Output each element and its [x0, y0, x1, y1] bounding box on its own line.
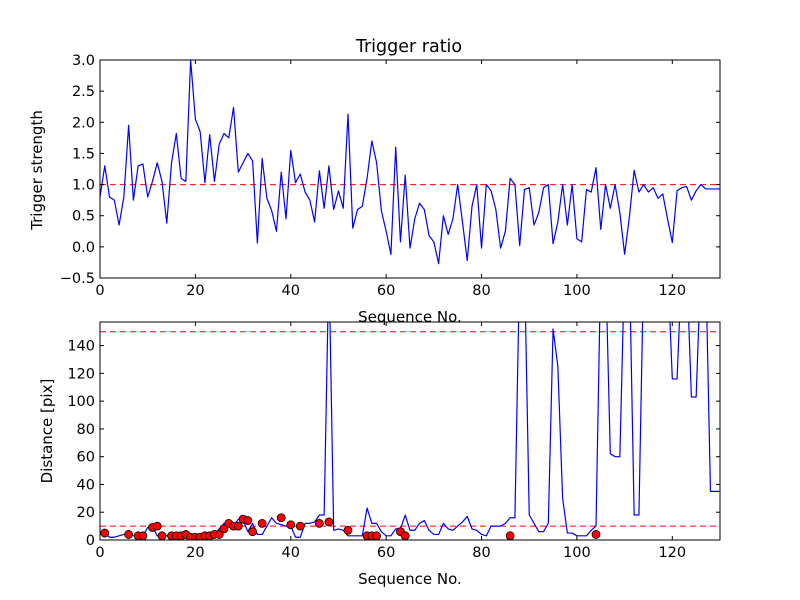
tick-marks: 0 20 40 60 80 100 120 −0.5 0.0 0.5 1.0 1.5 2.0 2.5 3.0	[60, 53, 720, 299]
y-tick-label: 1.5	[72, 146, 95, 162]
data-point-marker	[214, 530, 224, 539]
data-point-marker	[100, 528, 110, 538]
data-point-marker	[400, 531, 410, 540]
x-tick-label: 80	[472, 283, 490, 299]
y-tick-label: 0.0	[72, 240, 95, 256]
y-tick-label: −0.5	[60, 271, 95, 287]
y-tick-label: 100	[67, 394, 95, 410]
y-tick-label: 60	[77, 450, 95, 466]
data-point-marker	[157, 531, 167, 540]
tick-marks: 0 20 40 60 80 100 120 0 20 40 60 80 100 120 140	[67, 322, 720, 561]
data-point-marker	[248, 527, 258, 537]
data-point-marker	[314, 518, 324, 528]
data-point-marker	[505, 531, 515, 540]
data-point-marker	[233, 521, 243, 531]
distance-panel: Distance [pix] Sequence No. 0 20 40 60 80 100…	[38, 321, 721, 588]
chart-title: Trigger ratio	[355, 37, 462, 57]
plot-frame	[99, 321, 721, 541]
y-tick-label: 0	[86, 533, 95, 549]
x-axis-label: Sequence No.	[358, 308, 462, 326]
y-tick-label: 120	[67, 366, 95, 382]
y-tick-label: 20	[77, 505, 95, 521]
x-tick-label: 120	[658, 545, 686, 561]
y-axis-label: Trigger strength	[28, 110, 46, 231]
data-point-marker	[219, 524, 229, 534]
data-point-marker	[324, 517, 334, 527]
y-tick-label: 140	[67, 339, 95, 355]
x-tick-label: 40	[282, 283, 300, 299]
x-tick-label: 0	[95, 283, 104, 299]
data-point-marker	[138, 531, 148, 540]
y-axis-label: Distance [pix]	[38, 379, 56, 484]
x-tick-label: 0	[95, 545, 104, 561]
data-point-marker	[286, 520, 296, 530]
x-tick-label: 120	[658, 283, 686, 299]
data-point-marker	[343, 525, 353, 535]
y-tick-label: 3.0	[72, 53, 95, 69]
data-point-marker	[152, 521, 162, 531]
plot-marks	[100, 60, 720, 265]
x-tick-label: 60	[377, 283, 395, 299]
y-tick-label: 1.0	[72, 178, 95, 194]
x-tick-label: 40	[282, 545, 300, 561]
data-point-marker	[257, 518, 267, 528]
x-tick-label: 100	[563, 283, 591, 299]
y-tick-label: 2.0	[72, 115, 95, 131]
x-tick-label: 80	[472, 545, 490, 561]
data-point-marker	[276, 513, 286, 523]
plot-area	[100, 60, 720, 265]
plot-frame	[99, 59, 721, 279]
x-tick-label: 100	[563, 545, 591, 561]
x-tick-label: 20	[186, 283, 204, 299]
data-point-marker	[372, 531, 382, 540]
data-point-marker	[295, 521, 305, 531]
data-point-marker	[591, 530, 601, 539]
y-tick-label: 40	[77, 477, 95, 493]
x-tick-label: 60	[377, 545, 395, 561]
y-tick-label: 80	[77, 422, 95, 438]
data-point-marker	[243, 516, 253, 525]
x-tick-label: 20	[186, 545, 204, 561]
x-axis-label: Sequence No.	[358, 570, 462, 588]
y-tick-label: 0.5	[72, 209, 95, 225]
data-point-marker	[124, 530, 134, 539]
y-tick-label: 2.5	[72, 84, 95, 100]
series-line	[100, 60, 720, 265]
